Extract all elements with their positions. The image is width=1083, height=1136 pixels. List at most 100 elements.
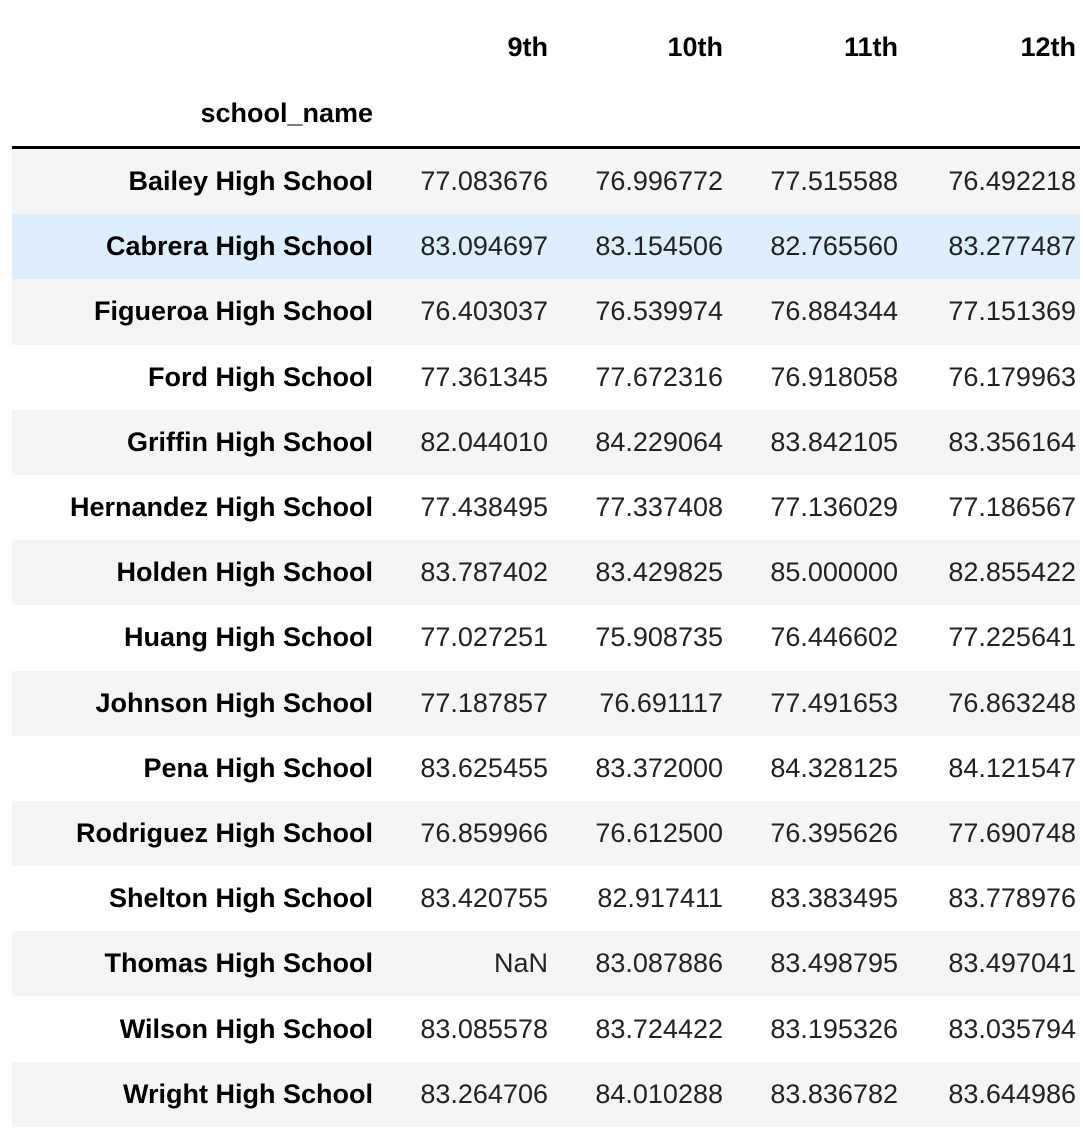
row-index-label: Johnson High School bbox=[95, 687, 374, 718]
cell-12th: 83.035794 bbox=[948, 1013, 1076, 1044]
cell-11th: 76.884344 bbox=[770, 296, 898, 327]
cell-11th: 82.765560 bbox=[770, 231, 898, 262]
cell-10th: 83.429825 bbox=[595, 557, 723, 588]
cell-10th: 83.724422 bbox=[595, 1013, 723, 1044]
cell-11th: 84.328125 bbox=[770, 752, 898, 783]
cell-11th: 76.918058 bbox=[770, 361, 898, 392]
table-row: Figueroa High School 76.403037 76.539974 76… bbox=[12, 279, 1080, 345]
corner-cell bbox=[12, 14, 377, 80]
index-name-row: school_name bbox=[12, 80, 1080, 149]
cell-9th: 77.187857 bbox=[420, 687, 548, 718]
row-index-label: Cabrera High School bbox=[105, 231, 373, 262]
row-index-label: Rodriguez High School bbox=[76, 817, 373, 848]
cell-12th: 84.121547 bbox=[948, 752, 1076, 783]
table-row: Rodriguez High School 76.859966 76.612500 7… bbox=[12, 800, 1080, 867]
row-index-label: Wilson High School bbox=[119, 1013, 373, 1044]
cell-10th: 77.337408 bbox=[595, 492, 723, 523]
cell-9th: 83.625455 bbox=[420, 752, 548, 783]
cell-12th: 83.356164 bbox=[948, 426, 1076, 457]
row-index-label: Hernandez High School bbox=[69, 492, 373, 523]
row-index-label: Huang High School bbox=[124, 622, 373, 653]
cell-12th: 83.497041 bbox=[948, 948, 1076, 979]
cell-11th: 76.446602 bbox=[770, 622, 898, 653]
cell-9th: 77.083676 bbox=[420, 166, 548, 197]
row-index-label: Bailey High School bbox=[128, 166, 373, 197]
cell-9th: 83.085578 bbox=[420, 1013, 548, 1044]
cell-12th: 76.179963 bbox=[948, 361, 1076, 392]
cell-11th: 83.195326 bbox=[770, 1013, 898, 1044]
cell-9th: 83.420755 bbox=[420, 883, 548, 914]
cell-10th: 83.154506 bbox=[595, 231, 723, 262]
cell-9th: 76.859966 bbox=[420, 817, 548, 848]
row-index-label: Pena High School bbox=[143, 752, 373, 783]
empty-header-cell bbox=[552, 80, 727, 149]
cell-12th: 77.151369 bbox=[948, 296, 1076, 327]
index-name-header: school_name bbox=[12, 80, 377, 149]
row-index-label: Holden High School bbox=[116, 557, 374, 588]
cell-10th: 76.612500 bbox=[595, 817, 723, 848]
cell-9th: NaN bbox=[493, 948, 548, 979]
cell-9th: 83.094697 bbox=[420, 231, 548, 262]
table-body: Bailey High School 77.083676 76.996772 77.5… bbox=[12, 147, 1080, 1127]
cell-10th: 77.672316 bbox=[595, 361, 723, 392]
column-header-9th: 9th bbox=[507, 31, 549, 62]
column-header-11th: 11th bbox=[843, 31, 898, 62]
table-row: Wilson High School 83.085578 83.724422 83.1… bbox=[12, 996, 1080, 1062]
column-header-12th: 12th bbox=[1020, 31, 1076, 62]
column-header-10th: 10th bbox=[667, 31, 723, 62]
table-header: 9th 10th 11th 12th school_name bbox=[12, 14, 1080, 149]
table-row: Cabrera High School 83.094697 83.154506 82.… bbox=[12, 214, 1080, 280]
cell-11th: 77.136029 bbox=[770, 492, 898, 523]
cell-10th: 84.010288 bbox=[595, 1078, 723, 1109]
cell-12th: 77.186567 bbox=[948, 492, 1076, 523]
cell-12th: 83.778976 bbox=[948, 883, 1076, 914]
table-row: Huang High School 77.027251 75.908735 76.44… bbox=[12, 605, 1080, 671]
cell-12th: 82.855422 bbox=[948, 557, 1076, 588]
cell-11th: 83.383495 bbox=[770, 883, 898, 914]
empty-header-cell bbox=[727, 80, 902, 149]
cell-9th: 77.361345 bbox=[420, 361, 548, 392]
table-row: Shelton High School 83.420755 82.917411 83.… bbox=[12, 866, 1080, 932]
cell-10th: 82.917411 bbox=[597, 883, 723, 914]
cell-11th: 76.395626 bbox=[770, 817, 898, 848]
table-row: Griffin High School 82.044010 84.229064 83.… bbox=[12, 409, 1080, 475]
cell-12th: 83.644986 bbox=[948, 1078, 1076, 1109]
cell-10th: 83.087886 bbox=[595, 948, 723, 979]
cell-9th: 77.438495 bbox=[420, 492, 548, 523]
table-row: Pena High School 83.625455 83.372000 84.328… bbox=[12, 735, 1080, 801]
cell-11th: 77.491653 bbox=[770, 687, 898, 718]
cell-11th: 83.842105 bbox=[770, 426, 898, 457]
cell-11th: 85.000000 bbox=[770, 557, 898, 588]
cell-9th: 77.027251 bbox=[420, 622, 548, 653]
empty-header-cell bbox=[902, 80, 1080, 149]
cell-10th: 76.996772 bbox=[595, 166, 723, 197]
row-index-label: Ford High School bbox=[148, 361, 373, 392]
cell-10th: 75.908735 bbox=[595, 622, 723, 653]
cell-11th: 77.515588 bbox=[770, 166, 898, 197]
cell-10th: 83.372000 bbox=[595, 752, 723, 783]
cell-12th: 76.492218 bbox=[948, 166, 1076, 197]
table-row: Hernandez High School 77.438495 77.337408 7… bbox=[12, 474, 1080, 541]
cell-9th: 83.787402 bbox=[420, 557, 548, 588]
cell-11th: 83.836782 bbox=[770, 1078, 898, 1109]
row-index-label: Shelton High School bbox=[109, 883, 373, 914]
table-row: Thomas High School NaN 83.087886 83.498795 8… bbox=[12, 931, 1080, 997]
column-header-row: 9th 10th 11th 12th bbox=[12, 14, 1080, 80]
row-index-label: Figueroa High School bbox=[93, 296, 373, 327]
row-index-label: Wright High School bbox=[123, 1078, 373, 1109]
cell-12th: 77.225641 bbox=[948, 622, 1076, 653]
table-row: Ford High School 77.361345 77.672316 76.918… bbox=[12, 344, 1080, 410]
cell-12th: 76.863248 bbox=[948, 687, 1076, 718]
cell-9th: 83.264706 bbox=[420, 1078, 548, 1109]
table-row: Bailey High School 77.083676 76.996772 77.5… bbox=[12, 147, 1080, 215]
cell-10th: 76.539974 bbox=[595, 296, 723, 327]
row-index-label: Thomas High School bbox=[104, 948, 373, 979]
table-row: Wright High School 83.264706 84.010288 83.8… bbox=[12, 1061, 1080, 1127]
table-row: Johnson High School 77.187857 76.691117 77.… bbox=[12, 670, 1080, 736]
cell-10th: 84.229064 bbox=[595, 426, 723, 457]
cell-11th: 83.498795 bbox=[770, 948, 898, 979]
cell-9th: 82.044010 bbox=[420, 426, 548, 457]
cell-12th: 77.690748 bbox=[948, 817, 1076, 848]
cell-9th: 76.403037 bbox=[420, 296, 548, 327]
